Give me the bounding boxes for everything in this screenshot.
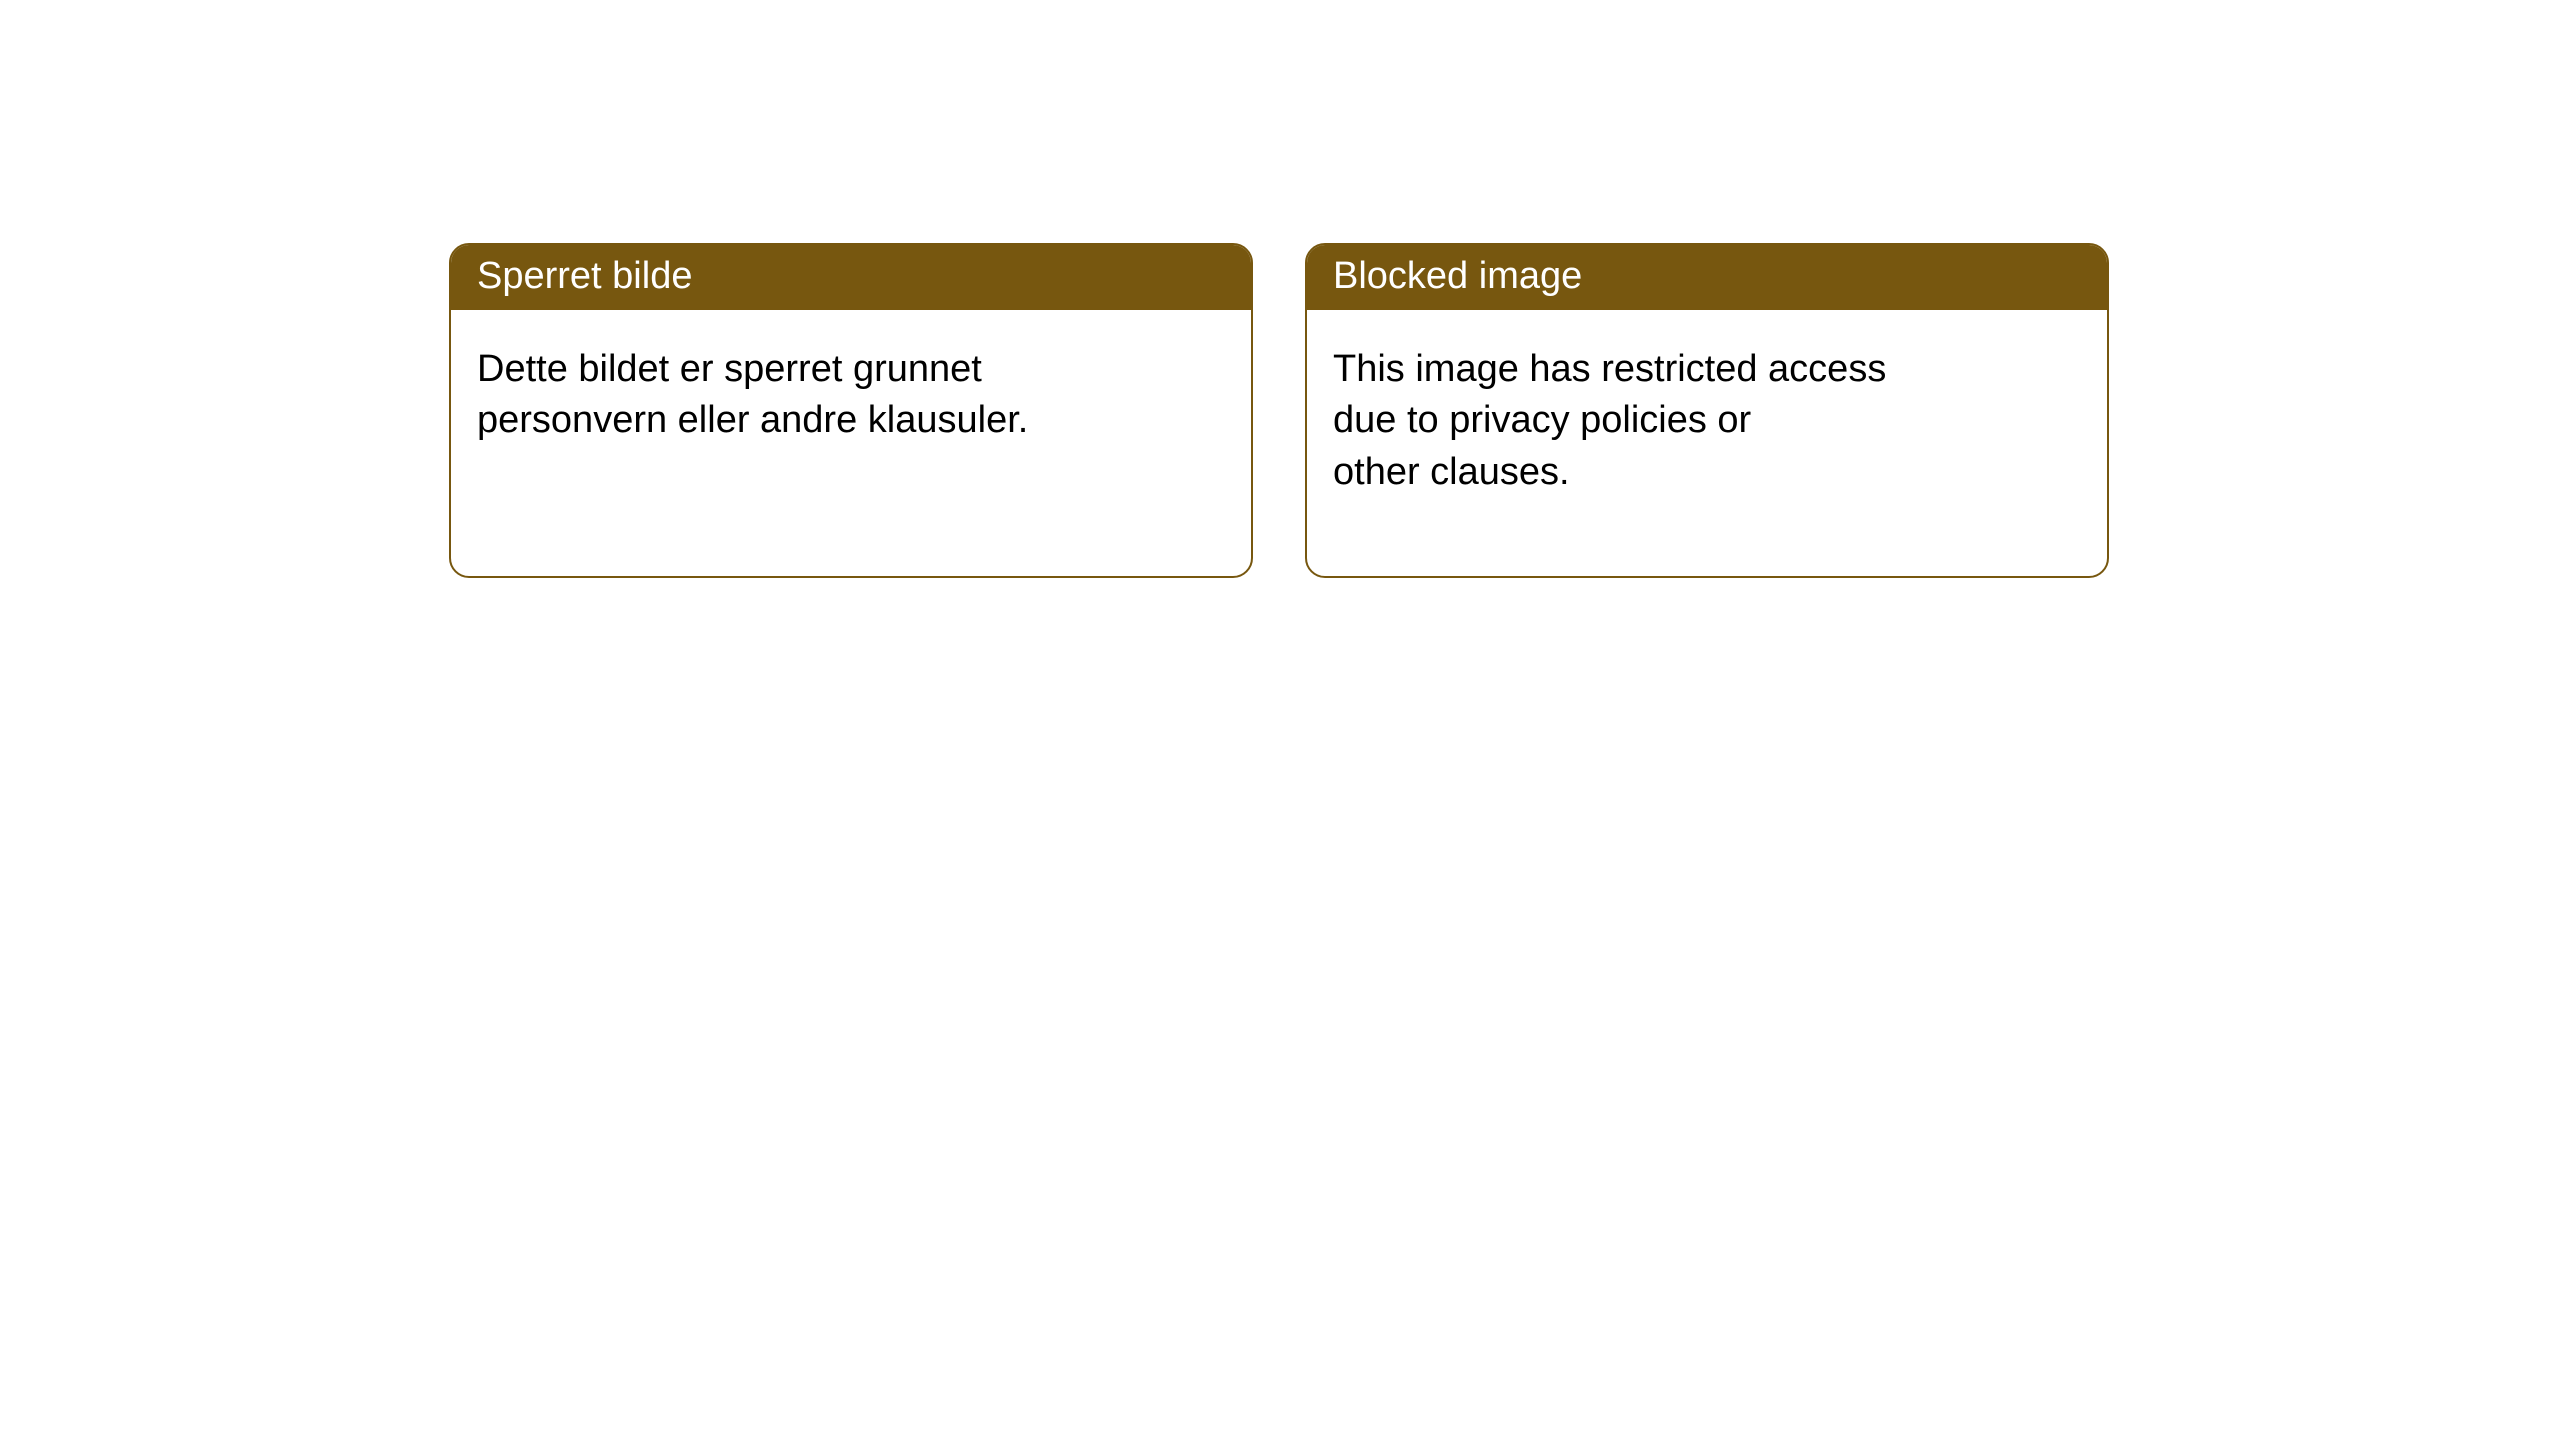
card-body-english: This image has restricted access due to … xyxy=(1307,310,2107,532)
card-body-line: Dette bildet er sperret grunnet xyxy=(477,344,1225,395)
card-body-line: This image has restricted access xyxy=(1333,344,2081,395)
card-header-text: Sperret bilde xyxy=(477,255,692,297)
card-header-english: Blocked image xyxy=(1307,245,2107,310)
blocked-image-card-norwegian: Sperret bilde Dette bildet er sperret gr… xyxy=(449,243,1253,578)
card-body-line: due to privacy policies or xyxy=(1333,395,2081,446)
card-body-line: personvern eller andre klausuler. xyxy=(477,395,1225,446)
blocked-image-card-english: Blocked image This image has restricted … xyxy=(1305,243,2109,578)
card-body-norwegian: Dette bildet er sperret grunnet personve… xyxy=(451,310,1251,481)
card-body-line: other clauses. xyxy=(1333,447,2081,498)
card-header-text: Blocked image xyxy=(1333,255,1582,297)
blocked-image-cards-container: Sperret bilde Dette bildet er sperret gr… xyxy=(449,243,2109,578)
card-header-norwegian: Sperret bilde xyxy=(451,245,1251,310)
